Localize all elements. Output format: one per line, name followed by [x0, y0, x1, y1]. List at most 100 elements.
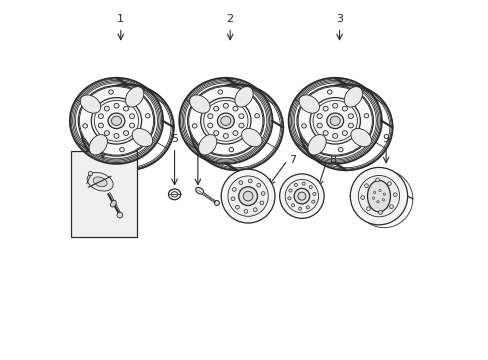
- Ellipse shape: [120, 148, 124, 152]
- Circle shape: [373, 191, 375, 194]
- Circle shape: [376, 201, 378, 203]
- Ellipse shape: [87, 172, 113, 191]
- Ellipse shape: [323, 106, 327, 111]
- Text: 2: 2: [226, 14, 233, 24]
- Ellipse shape: [238, 114, 244, 118]
- Circle shape: [375, 178, 379, 182]
- Ellipse shape: [129, 123, 134, 128]
- Ellipse shape: [312, 192, 315, 195]
- Ellipse shape: [327, 90, 331, 94]
- Ellipse shape: [83, 124, 87, 128]
- Ellipse shape: [129, 114, 134, 118]
- Ellipse shape: [125, 87, 143, 107]
- Ellipse shape: [347, 123, 353, 128]
- Ellipse shape: [342, 106, 346, 111]
- Ellipse shape: [91, 98, 142, 144]
- Ellipse shape: [235, 205, 239, 209]
- Ellipse shape: [332, 103, 337, 108]
- Ellipse shape: [293, 188, 309, 204]
- Ellipse shape: [104, 106, 109, 111]
- Ellipse shape: [98, 123, 103, 128]
- Ellipse shape: [223, 134, 228, 138]
- Ellipse shape: [254, 114, 259, 118]
- Ellipse shape: [192, 124, 197, 128]
- Ellipse shape: [232, 131, 238, 135]
- Ellipse shape: [294, 183, 297, 186]
- Ellipse shape: [207, 123, 212, 128]
- Ellipse shape: [332, 134, 337, 138]
- Ellipse shape: [217, 113, 234, 129]
- Ellipse shape: [309, 98, 360, 144]
- Ellipse shape: [316, 123, 322, 128]
- Ellipse shape: [347, 114, 353, 118]
- Text: 3: 3: [335, 14, 342, 24]
- Ellipse shape: [364, 114, 368, 118]
- Circle shape: [117, 212, 122, 218]
- Text: 9: 9: [382, 134, 389, 144]
- Circle shape: [366, 207, 369, 211]
- Text: 7: 7: [289, 155, 296, 165]
- Text: 8: 8: [328, 155, 335, 165]
- Ellipse shape: [114, 103, 119, 108]
- Ellipse shape: [302, 182, 305, 185]
- Circle shape: [378, 189, 380, 192]
- Circle shape: [372, 197, 374, 199]
- Ellipse shape: [253, 208, 257, 212]
- Ellipse shape: [248, 179, 252, 183]
- Circle shape: [383, 193, 385, 195]
- Ellipse shape: [110, 200, 116, 207]
- Circle shape: [214, 201, 219, 206]
- Text: 4: 4: [96, 134, 102, 144]
- Ellipse shape: [132, 129, 152, 147]
- Ellipse shape: [111, 116, 121, 126]
- Circle shape: [378, 211, 382, 214]
- Ellipse shape: [297, 192, 305, 200]
- Ellipse shape: [299, 95, 319, 113]
- Ellipse shape: [296, 86, 373, 156]
- Ellipse shape: [207, 114, 212, 118]
- Ellipse shape: [301, 124, 305, 128]
- Ellipse shape: [98, 114, 103, 118]
- Ellipse shape: [108, 113, 124, 129]
- Ellipse shape: [104, 131, 109, 135]
- Ellipse shape: [231, 197, 234, 201]
- Ellipse shape: [288, 189, 291, 192]
- Ellipse shape: [241, 129, 262, 147]
- Ellipse shape: [221, 169, 274, 223]
- Ellipse shape: [218, 90, 222, 94]
- Circle shape: [389, 205, 392, 208]
- Ellipse shape: [239, 181, 242, 184]
- Ellipse shape: [323, 131, 327, 135]
- Ellipse shape: [213, 131, 218, 135]
- Ellipse shape: [114, 134, 119, 138]
- Ellipse shape: [291, 204, 294, 207]
- Ellipse shape: [307, 135, 325, 155]
- Ellipse shape: [80, 95, 101, 113]
- Text: 6: 6: [196, 134, 203, 144]
- Ellipse shape: [232, 106, 238, 111]
- Ellipse shape: [350, 129, 371, 147]
- Ellipse shape: [232, 188, 236, 191]
- Ellipse shape: [227, 176, 268, 216]
- Ellipse shape: [367, 180, 389, 212]
- Ellipse shape: [298, 207, 301, 210]
- Ellipse shape: [349, 167, 407, 225]
- Circle shape: [382, 199, 384, 201]
- Ellipse shape: [308, 185, 312, 189]
- Ellipse shape: [187, 86, 264, 156]
- Ellipse shape: [89, 135, 107, 155]
- Ellipse shape: [93, 177, 107, 187]
- Ellipse shape: [261, 192, 264, 195]
- Circle shape: [364, 184, 367, 188]
- Ellipse shape: [168, 189, 180, 200]
- Circle shape: [393, 193, 396, 197]
- Ellipse shape: [108, 90, 113, 94]
- Ellipse shape: [238, 187, 257, 206]
- Ellipse shape: [344, 87, 362, 107]
- Ellipse shape: [238, 123, 244, 128]
- Ellipse shape: [256, 183, 260, 187]
- Ellipse shape: [221, 116, 230, 126]
- Ellipse shape: [200, 98, 250, 144]
- Ellipse shape: [228, 148, 233, 152]
- Ellipse shape: [287, 197, 290, 200]
